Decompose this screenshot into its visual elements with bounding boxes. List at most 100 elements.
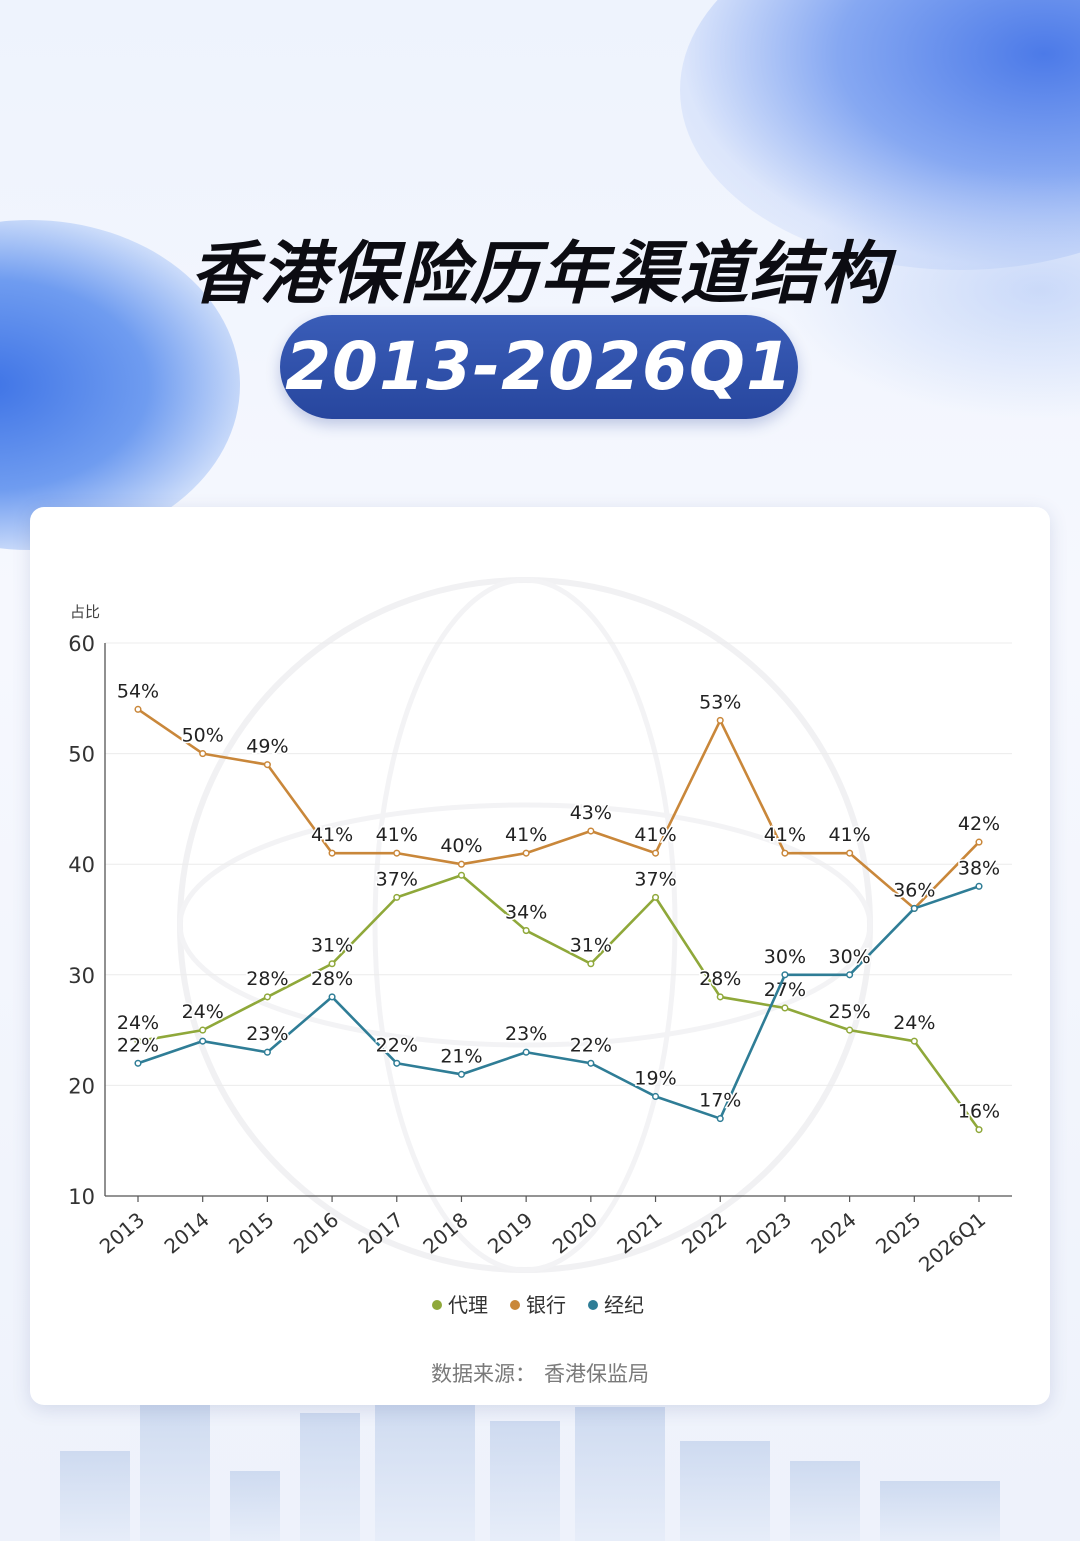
data-label: 30% (764, 946, 806, 968)
data-label: 53% (699, 691, 741, 713)
data-point (587, 1059, 595, 1067)
x-tick-label: 2017 (354, 1207, 408, 1258)
data-point (781, 971, 789, 979)
data-point (846, 1026, 854, 1034)
data-label: 25% (828, 1001, 870, 1023)
data-label: 17% (699, 1090, 741, 1112)
data-point (522, 1048, 530, 1056)
data-label: 22% (117, 1034, 159, 1056)
data-point (910, 1037, 918, 1045)
data-point (328, 960, 336, 968)
series-line (137, 885, 980, 1120)
x-tick-label: 2015 (224, 1207, 278, 1258)
data-point (263, 1048, 271, 1056)
data-label: 49% (246, 736, 288, 758)
data-label: 24% (893, 1012, 935, 1034)
data-point (846, 971, 854, 979)
data-label: 41% (764, 824, 806, 846)
legend-label: 经纪 (604, 1293, 644, 1317)
chart-card (30, 507, 1050, 1405)
data-point (846, 849, 854, 857)
data-source-value: 香港保监局 (544, 1362, 649, 1386)
y-tick-label: 40 (68, 853, 95, 877)
data-point (393, 893, 401, 901)
y-tick-label: 20 (68, 1074, 95, 1098)
data-point (522, 927, 530, 935)
chart-legend: 代理 银行 经纪 (432, 1293, 644, 1317)
data-label: 41% (311, 824, 353, 846)
data-point (199, 1037, 207, 1045)
data-label: 31% (311, 935, 353, 957)
legend-marker (432, 1300, 442, 1310)
watermark-parallel (177, 802, 873, 1048)
y-tick-label: 50 (68, 743, 95, 767)
data-point (457, 871, 466, 879)
city-skyline-decoration (0, 1391, 1080, 1541)
data-label: 50% (182, 725, 224, 747)
data-label: 23% (505, 1023, 547, 1045)
watermark-globe (177, 577, 873, 1273)
data-label: 41% (505, 824, 547, 846)
data-point (263, 993, 271, 1001)
data-point (199, 1026, 207, 1034)
data-point (134, 1037, 142, 1045)
chart-grid (105, 642, 1012, 1086)
x-tick-label: 2023 (742, 1207, 796, 1258)
data-label: 54% (117, 680, 159, 702)
series-line (137, 873, 981, 1131)
data-label: 36% (893, 879, 935, 901)
data-label: 31% (570, 935, 612, 957)
data-label: 34% (505, 902, 547, 924)
data-point (134, 1059, 142, 1067)
x-tick-label: 2024 (806, 1207, 860, 1258)
data-point (651, 893, 660, 901)
y-axis-label: 占比 (70, 603, 100, 621)
data-label: 28% (699, 968, 741, 990)
x-tick-label: 2022 (677, 1207, 731, 1258)
data-label: 41% (376, 824, 418, 846)
data-label: 16% (958, 1101, 1000, 1123)
data-label: 19% (634, 1067, 676, 1089)
legend-item-经纪: 经纪 (588, 1293, 644, 1317)
data-point (975, 882, 983, 890)
legend-item-银行: 银行 (510, 1293, 566, 1317)
data-label: 28% (311, 968, 353, 990)
data-point (975, 838, 983, 846)
data-point (975, 1126, 983, 1134)
series-经纪: 22% 23% 28% 22% 21% 23% 22% 19% 17% 30% 30% 36% 38% (115, 856, 1002, 1123)
x-tick-label: 2025 (871, 1207, 925, 1258)
data-point (522, 849, 530, 857)
data-label: 41% (828, 824, 870, 846)
legend-label: 代理 (448, 1293, 488, 1317)
data-point (651, 1092, 660, 1101)
legend-label: 银行 (526, 1293, 566, 1317)
data-point (263, 761, 271, 769)
data-point (781, 1004, 789, 1012)
x-tick-label: 2014 (159, 1207, 213, 1258)
data-point (651, 849, 660, 857)
chart-series: 24% 24% 28% 31% 37% 34% 31% 37% 28% 27% 25% 24% 16% 5… (115, 679, 1002, 1134)
data-source-label: 数据来源： (431, 1362, 536, 1386)
data-point (716, 1115, 724, 1123)
data-source-note: 数据来源： 香港保监局 (0, 1358, 1080, 1388)
data-point (134, 705, 142, 713)
legend-item-代理: 代理 (432, 1293, 488, 1317)
data-point (457, 860, 466, 868)
data-point (457, 1070, 466, 1078)
legend-marker (588, 1300, 598, 1310)
page-title: 香港保险历年渠道结构 (189, 235, 890, 314)
y-tick-label: 30 (68, 964, 95, 988)
y-tick-label: 10 (68, 1185, 95, 1209)
data-label: 30% (828, 946, 870, 968)
data-label: 23% (246, 1023, 288, 1045)
legend-marker (510, 1300, 520, 1310)
x-tick-label: 2013 (95, 1207, 149, 1258)
data-label: 41% (634, 824, 676, 846)
y-tick-label: 60 (68, 632, 95, 656)
data-label: 24% (182, 1001, 224, 1023)
data-point (587, 827, 595, 835)
data-label: 37% (634, 868, 676, 890)
watermark-circle (177, 577, 873, 1273)
data-point (716, 993, 724, 1001)
